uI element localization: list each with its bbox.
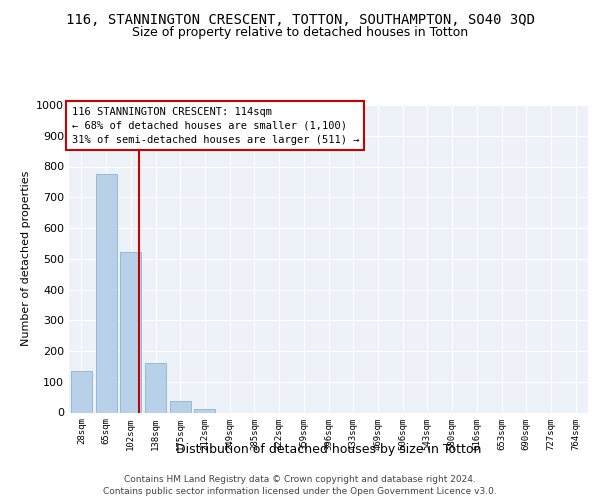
Bar xyxy=(95,174,116,412)
Y-axis label: Number of detached properties: Number of detached properties xyxy=(20,171,31,346)
Text: 116 STANNINGTON CRESCENT: 114sqm
← 68% of detached houses are smaller (1,100)
31: 116 STANNINGTON CRESCENT: 114sqm ← 68% o… xyxy=(71,106,359,144)
Bar xyxy=(170,401,191,412)
Bar xyxy=(145,364,166,412)
Text: Distribution of detached houses by size in Totton: Distribution of detached houses by size … xyxy=(176,442,481,456)
Text: Contains HM Land Registry data © Crown copyright and database right 2024.
Contai: Contains HM Land Registry data © Crown c… xyxy=(103,475,497,496)
Bar xyxy=(71,372,92,412)
Text: Size of property relative to detached houses in Totton: Size of property relative to detached ho… xyxy=(132,26,468,39)
Bar xyxy=(194,410,215,412)
Bar xyxy=(120,252,141,412)
Text: 116, STANNINGTON CRESCENT, TOTTON, SOUTHAMPTON, SO40 3QD: 116, STANNINGTON CRESCENT, TOTTON, SOUTH… xyxy=(65,12,535,26)
